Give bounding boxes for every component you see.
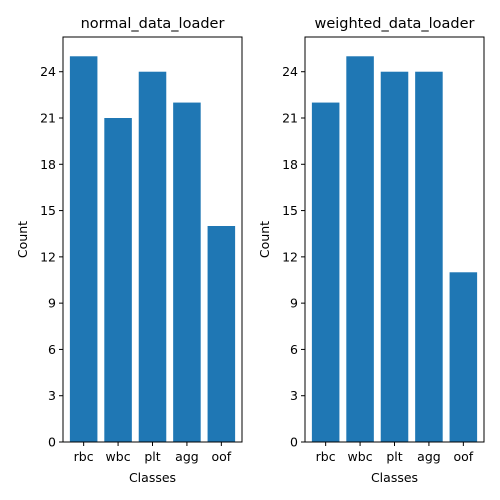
y-tick-label: 24 — [282, 64, 298, 79]
y-axis-label: Count — [15, 221, 30, 258]
x-tick-label: agg — [175, 449, 199, 464]
x-tick-label: plt — [386, 449, 402, 464]
bar-agg — [173, 102, 201, 443]
x-axis-label: Classes — [129, 470, 176, 485]
bar-rbc — [69, 56, 98, 443]
y-tick-label: 24 — [40, 64, 56, 79]
x-tick-label: oof — [211, 449, 231, 464]
y-tick-label: 0 — [48, 435, 56, 450]
bar-oof — [207, 226, 236, 442]
bar-wbc — [104, 118, 132, 442]
x-tick-label: agg — [417, 449, 441, 464]
y-tick-label: 0 — [290, 435, 298, 450]
bar-agg — [415, 71, 443, 442]
y-tick-label: 18 — [40, 157, 56, 172]
y-tick-label: 3 — [48, 388, 56, 403]
x-tick-label: wbc — [106, 449, 131, 464]
y-tick-label: 6 — [290, 342, 298, 357]
bar-rbc — [311, 102, 340, 443]
x-axis-label: Classes — [371, 470, 418, 485]
y-tick-label: 21 — [40, 111, 56, 126]
y-tick-label: 3 — [290, 388, 298, 403]
y-tick-label: 15 — [40, 203, 56, 218]
plot-area: 0 3 6 9 12 15 18 21 24 rbc wbc plt agg oof — [282, 36, 485, 464]
chart-title: weighted_data_loader — [314, 16, 474, 32]
x-tick-label: rbc — [316, 449, 336, 464]
y-axis-label: Count — [257, 221, 272, 258]
bar-oof — [449, 272, 478, 442]
plot-area: 0 3 6 9 12 15 18 21 24 rbc wbc plt agg oof — [40, 36, 243, 464]
y-tick-label: 9 — [48, 296, 56, 311]
chart-normal-data-loader: normal_data_loader 0 3 6 9 12 15 18 21 24 rbc wbc p… — [15, 16, 243, 485]
x-tick-label: plt — [144, 449, 160, 464]
bar-plt — [138, 71, 167, 442]
y-tick-label: 12 — [282, 249, 298, 264]
bar-plt — [380, 71, 409, 442]
y-tick-label: 21 — [282, 111, 298, 126]
chart-weighted-data-loader: weighted_data_loader 0 3 6 9 12 15 18 21 24 rbc wb… — [257, 16, 485, 485]
x-tick-label: rbc — [74, 449, 94, 464]
x-tick-label: wbc — [348, 449, 373, 464]
x-tick-label: oof — [453, 449, 473, 464]
y-tick-label: 15 — [282, 203, 298, 218]
y-tick-label: 18 — [282, 157, 298, 172]
y-tick-label: 9 — [290, 296, 298, 311]
chart-title: normal_data_loader — [81, 16, 225, 32]
y-tick-label: 12 — [40, 249, 56, 264]
bar-wbc — [346, 56, 374, 443]
y-tick-label: 6 — [48, 342, 56, 357]
